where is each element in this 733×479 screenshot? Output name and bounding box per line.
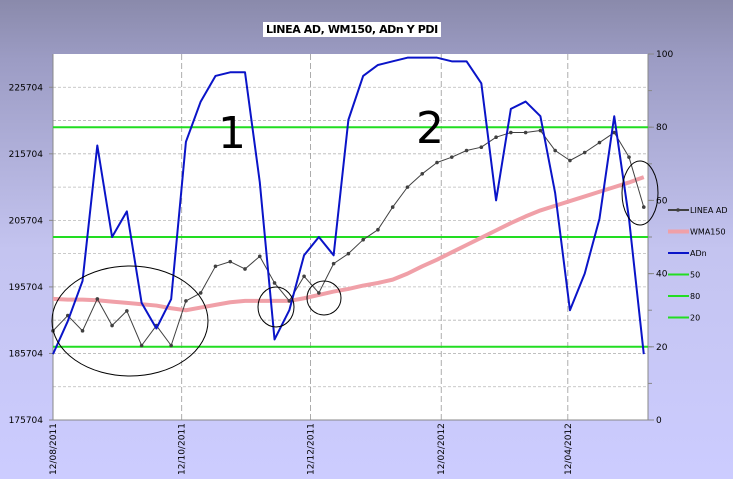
annotation-1: 1 <box>218 108 246 159</box>
data-point <box>509 130 513 135</box>
data-point <box>361 237 365 242</box>
data-point <box>464 148 469 153</box>
data-point <box>317 291 321 295</box>
highlight-ellipse <box>621 160 659 226</box>
data-point <box>449 155 454 159</box>
data-point <box>376 227 380 232</box>
annotation-2: 2 <box>416 103 444 154</box>
data-point <box>184 299 188 303</box>
data-point <box>228 259 233 264</box>
x-tick-label: 12/02/2012 <box>437 423 447 475</box>
series-line-adn <box>52 56 645 355</box>
data-point <box>538 128 543 133</box>
left-tick-label: 195704 <box>9 283 44 293</box>
data-point <box>641 205 646 209</box>
x-tick-label: 12/08/2011 <box>49 423 59 475</box>
data-point <box>198 291 203 295</box>
data-point <box>169 343 173 348</box>
data-point <box>405 185 410 189</box>
data-point <box>479 145 484 149</box>
data-point <box>302 274 306 279</box>
x-tick-label: 12/04/2012 <box>564 423 574 475</box>
left-tick-label: 185704 <box>9 349 44 359</box>
data-point <box>420 172 425 176</box>
right-tick-label: 20 <box>656 343 668 353</box>
data-point <box>257 254 262 259</box>
data-point <box>139 343 144 348</box>
right-tick-label: 60 <box>656 196 668 206</box>
data-point <box>597 140 602 145</box>
legend-label: WMA150 <box>690 228 726 237</box>
series-line-wma150 <box>52 175 645 313</box>
data-point <box>110 323 114 328</box>
data-point <box>390 205 395 209</box>
legend-label: 50 <box>690 271 700 280</box>
legend-marker <box>676 208 680 212</box>
data-point <box>435 160 439 165</box>
data-point <box>287 299 292 303</box>
data-point <box>582 150 587 155</box>
right-tick-label: 100 <box>656 50 673 60</box>
x-tick-label: 12/12/2011 <box>306 423 316 475</box>
data-point <box>346 251 351 256</box>
chart-title: LINEA AD, WM150, ADn Y PDI <box>263 22 441 37</box>
right-tick-label: 80 <box>656 123 668 133</box>
highlight-ellipse <box>257 286 295 328</box>
data-point <box>568 158 572 163</box>
legend-label: LINEA AD <box>690 206 728 215</box>
left-tick-label: 205704 <box>9 216 44 226</box>
data-point <box>612 130 617 135</box>
data-point <box>125 309 129 313</box>
left-tick-label: 215704 <box>9 150 44 160</box>
legend-label: 20 <box>690 314 700 323</box>
data-point <box>627 155 631 159</box>
data-point <box>553 148 557 153</box>
x-tick-label: 12/10/2011 <box>178 423 188 475</box>
data-point <box>272 281 277 285</box>
left-tick-label: 175704 <box>9 416 44 426</box>
right-tick-label: 0 <box>656 416 662 426</box>
highlight-ellipse <box>51 265 209 377</box>
data-point <box>80 329 85 333</box>
data-point <box>95 297 100 301</box>
highlight-ellipse <box>306 280 342 316</box>
data-point <box>213 264 218 269</box>
data-point <box>523 130 528 135</box>
right-tick-label: 40 <box>656 270 668 280</box>
data-point <box>494 135 498 140</box>
data-point <box>243 267 247 271</box>
left-tick-label: 225704 <box>9 83 44 93</box>
legend-label: ADn <box>690 249 707 258</box>
legend-label: 80 <box>690 292 700 301</box>
data-point <box>331 261 336 266</box>
